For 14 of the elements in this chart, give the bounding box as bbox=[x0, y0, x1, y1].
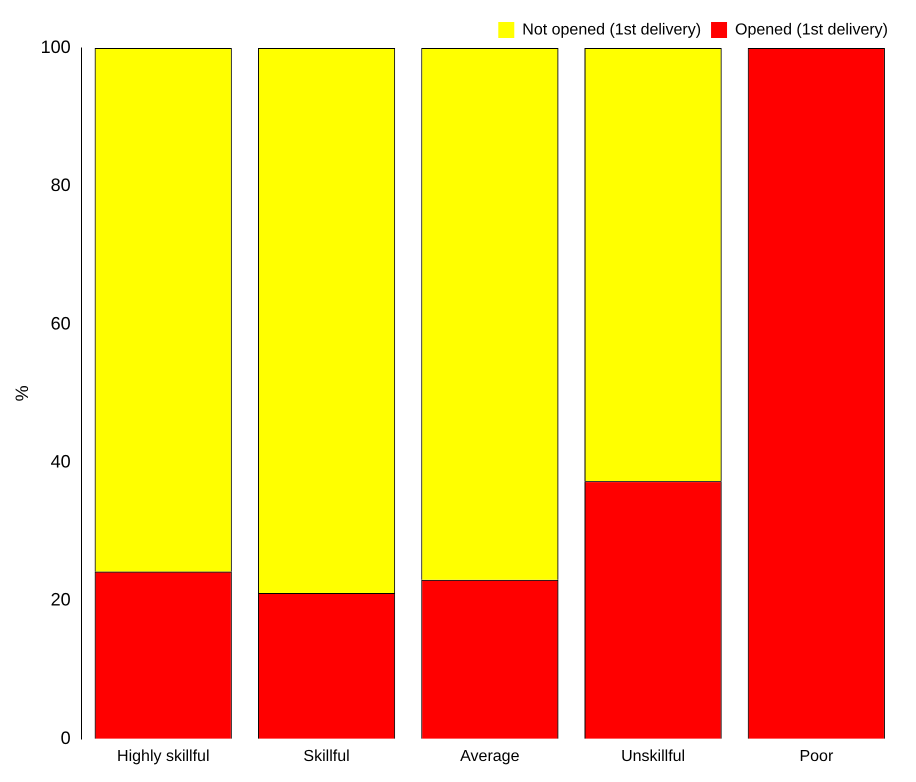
y-tick-label: 100 bbox=[40, 36, 71, 57]
y-tick-label: 0 bbox=[60, 728, 71, 748]
x-tick-label: Highly skillful bbox=[117, 748, 210, 765]
y-tick-label: 20 bbox=[50, 590, 71, 610]
legend-label: Opened (1st delivery) bbox=[735, 21, 888, 38]
x-tick-label: Skillful bbox=[303, 748, 350, 765]
x-tick-label: Poor bbox=[799, 748, 834, 765]
y-tick-label: 60 bbox=[50, 313, 71, 334]
x-tick-label: Average bbox=[460, 748, 520, 765]
y-tick-label: 40 bbox=[50, 451, 71, 472]
y-axis-title: % bbox=[12, 385, 32, 402]
legend-label: Not opened (1st delivery) bbox=[522, 21, 702, 38]
y-tick-label: 80 bbox=[50, 175, 71, 196]
x-tick-label: Unskillful bbox=[621, 748, 686, 765]
